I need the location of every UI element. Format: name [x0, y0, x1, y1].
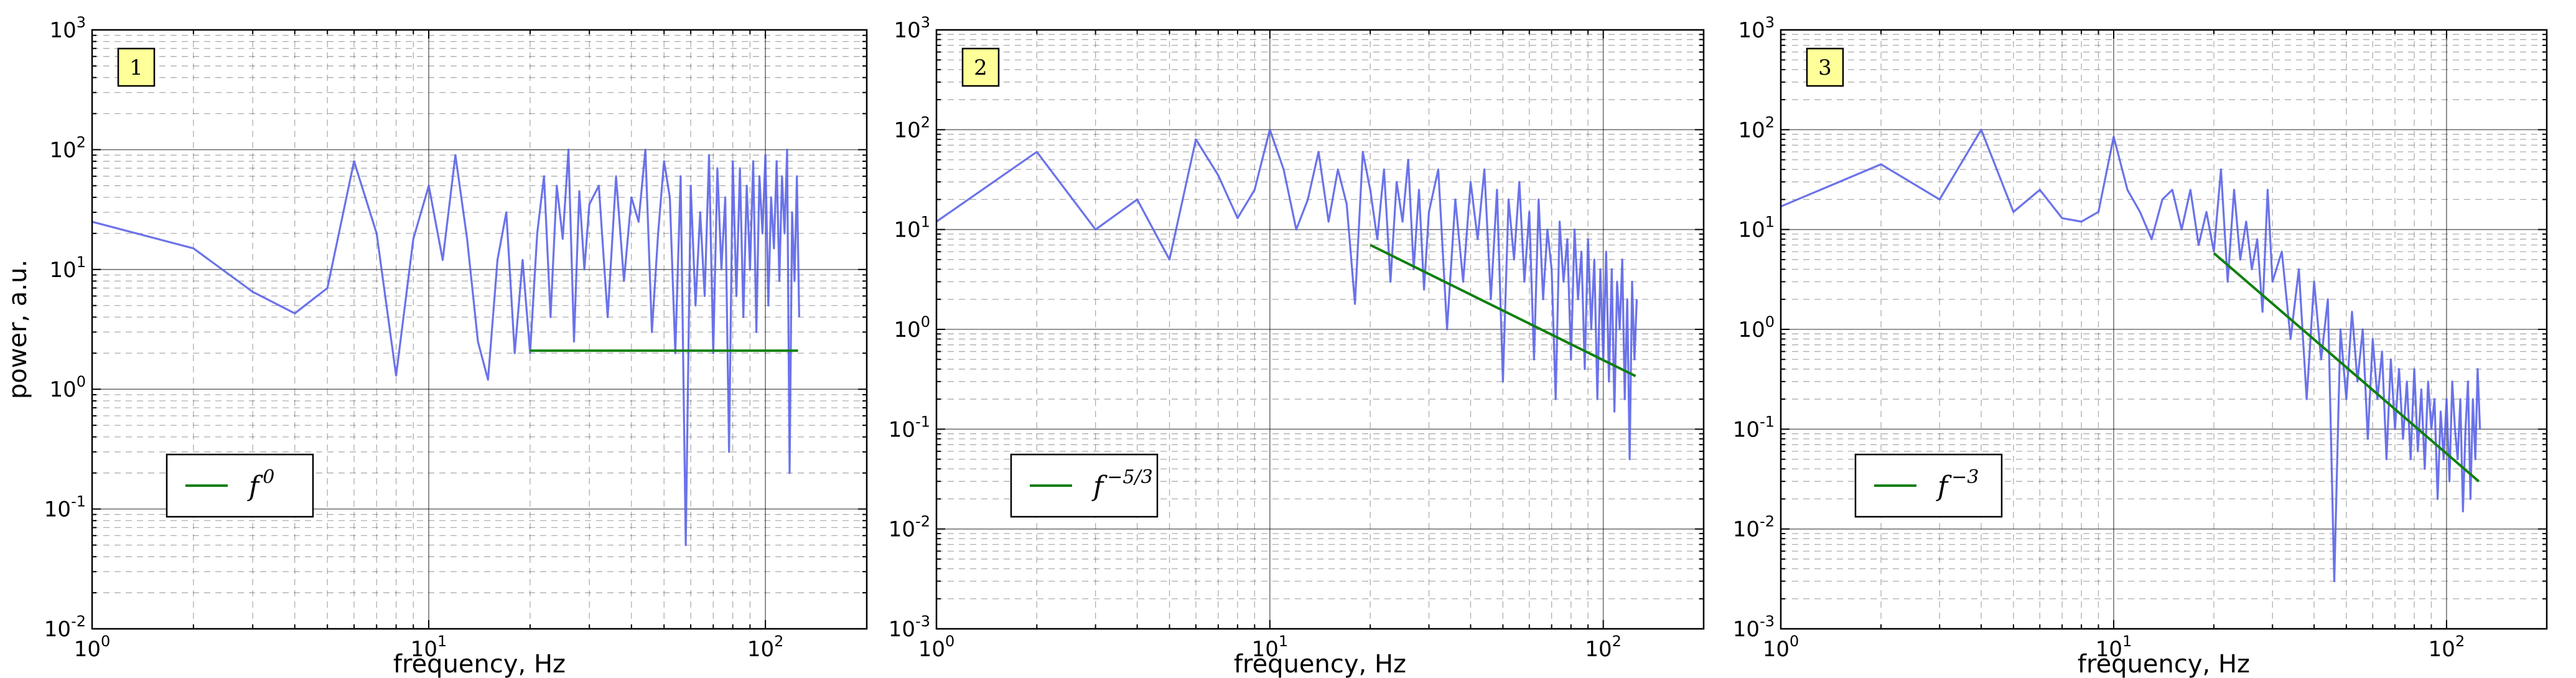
panel-badge-label: 3 — [1818, 55, 1832, 80]
x-tick-label: 102 — [1585, 633, 1622, 662]
x-tick-label: 101 — [411, 633, 447, 662]
y-tick-label: 101 — [1738, 214, 1775, 243]
y-tick-label: 100 — [1738, 313, 1775, 342]
panel-badge — [117, 47, 156, 87]
y-tick-label: 10-2 — [44, 613, 86, 642]
x-tick-label: 101 — [2096, 633, 2132, 662]
x-tick-label: 100 — [918, 633, 955, 662]
y-tick-label: 10-1 — [44, 493, 86, 522]
panel-2: 100 101 102 10-3 10-2 10-1 100 101 102 103 frequen… — [889, 14, 1705, 678]
y-tick-label: 100 — [894, 313, 930, 342]
fit-line — [2213, 252, 2480, 483]
y-tick-label: 10-2 — [889, 513, 930, 542]
panel-3: 100 101 102 10-3 10-2 10-1 100 101 102 103 frequen… — [1733, 14, 2548, 678]
panel-1: 100 101 102 10-2 10-1 100 101 102 103 frequency, … — [4, 14, 868, 678]
ticks — [1780, 29, 2547, 629]
x-tick-label: 102 — [2429, 633, 2465, 662]
y-tick-label: 10-1 — [889, 413, 930, 442]
x-tick-label: 100 — [74, 633, 111, 662]
axes-frame — [91, 29, 868, 630]
panel-badge — [961, 47, 1000, 87]
y-tick-label: 101 — [49, 253, 86, 283]
fit-line — [1370, 243, 1636, 377]
x-tick-label: 102 — [747, 633, 784, 662]
spectrum-line — [91, 148, 800, 547]
x-tick-label: 101 — [1252, 633, 1289, 662]
y-tick-label: 103 — [894, 14, 930, 43]
y-tick-label: 102 — [1738, 113, 1775, 143]
y-tick-label: 10-1 — [1733, 413, 1775, 442]
panel-badge-label: 1 — [129, 55, 143, 80]
y-tick-label: 103 — [1738, 14, 1775, 43]
y-tick-label: 103 — [49, 14, 86, 43]
x-axis-label: frequency, Hz — [393, 650, 566, 678]
y-tick-label: 102 — [894, 113, 930, 143]
plot-area — [92, 30, 867, 629]
spectrum-line — [936, 128, 1638, 461]
y-tick-label: 102 — [49, 133, 86, 162]
x-axis-label: frequency, Hz — [2078, 650, 2250, 678]
panel-badge — [1806, 47, 1844, 87]
y-tick-label: 100 — [49, 373, 86, 402]
y-axis-label: power, a.u. — [4, 260, 32, 399]
y-tick-label: 10-3 — [1733, 613, 1775, 642]
x-tick-label: 100 — [1763, 633, 1799, 662]
ticks — [91, 29, 867, 629]
y-tick-label: 101 — [894, 214, 930, 243]
panel-badge-label: 2 — [974, 55, 987, 80]
y-tick-label: 10-2 — [1733, 513, 1775, 542]
x-axis-label: frequency, Hz — [1234, 650, 1406, 678]
ticks — [936, 29, 1704, 629]
y-tick-label: 10-3 — [889, 613, 930, 642]
